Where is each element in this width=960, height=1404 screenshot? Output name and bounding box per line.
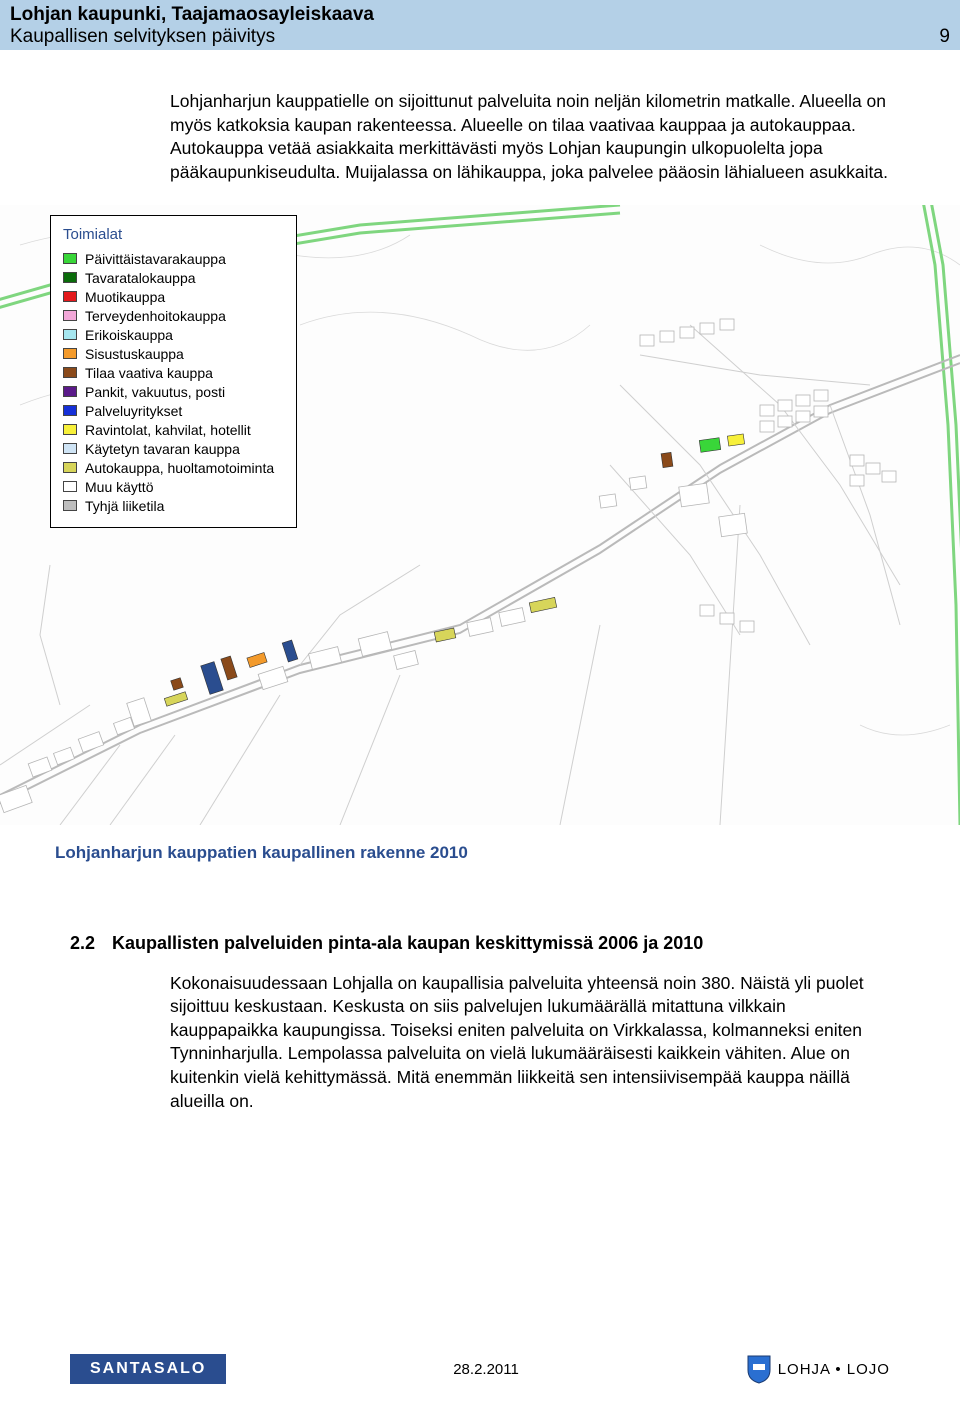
- legend-swatch: [63, 386, 77, 397]
- map-building: [164, 691, 187, 705]
- section-paragraph: Kokonaisuudessaan Lohjalla on kaupallisi…: [170, 972, 890, 1114]
- map-building: [699, 437, 720, 452]
- footer-date: 28.2.2011: [453, 1361, 519, 1378]
- legend-swatch: [63, 367, 77, 378]
- page-number: 9: [939, 26, 950, 48]
- legend-label: Tilaa vaativa kauppa: [85, 365, 213, 381]
- legend-swatch: [63, 500, 77, 511]
- shield-icon: [746, 1354, 772, 1384]
- legend-label: Muotikauppa: [85, 289, 165, 305]
- document-header: Lohjan kaupunki, Taajamaosayleiskaava Ka…: [0, 0, 960, 50]
- legend-swatch: [63, 424, 77, 435]
- legend-label: Muu käyttö: [85, 479, 153, 495]
- legend-item: Pankit, vakuutus, posti: [63, 384, 274, 400]
- legend-swatch: [63, 272, 77, 283]
- map-building: [221, 655, 237, 679]
- legend-label: Käytetyn tavaran kauppa: [85, 441, 240, 457]
- legend-item: Tavaratalokauppa: [63, 270, 274, 286]
- header-line1: Lohjan kaupunki, Taajamaosayleiskaava: [10, 4, 374, 26]
- header-titles: Lohjan kaupunki, Taajamaosayleiskaava Ka…: [10, 4, 374, 48]
- legend-label: Pankit, vakuutus, posti: [85, 384, 225, 400]
- map-building: [201, 661, 224, 694]
- legend-label: Autokauppa, huoltamotoiminta: [85, 460, 274, 476]
- section-number: 2.2: [70, 933, 112, 954]
- legend-item: Palveluyritykset: [63, 403, 274, 419]
- legend-swatch: [63, 348, 77, 359]
- legend-item: Sisustuskauppa: [63, 346, 274, 362]
- map-building: [282, 639, 298, 661]
- legend-item: Terveydenhoitokauppa: [63, 308, 274, 324]
- legend-label: Terveydenhoitokauppa: [85, 308, 226, 324]
- logo-lohja: LOHJA • LOJO: [746, 1354, 890, 1384]
- legend-swatch: [63, 329, 77, 340]
- legend-label: Päivittäistavarakauppa: [85, 251, 226, 267]
- intro-paragraph: Lohjanharjun kauppatielle on sijoittunut…: [170, 90, 890, 185]
- legend-item: Erikoiskauppa: [63, 327, 274, 343]
- legend-label: Tavaratalokauppa: [85, 270, 196, 286]
- legend-item: Tyhjä liiketila: [63, 498, 274, 514]
- legend-label: Erikoiskauppa: [85, 327, 173, 343]
- legend-swatch: [63, 310, 77, 321]
- legend-item: Autokauppa, huoltamotoiminta: [63, 460, 274, 476]
- legend-title: Toimialat: [63, 226, 274, 243]
- legend-swatch: [63, 291, 77, 302]
- legend-label: Tyhjä liiketila: [85, 498, 164, 514]
- logo-santasalo: SANTASALO: [70, 1354, 226, 1384]
- legend-swatch: [63, 462, 77, 473]
- section-heading: 2.2 Kaupallisten palveluiden pinta-ala k…: [70, 933, 890, 954]
- legend-item: Päivittäistavarakauppa: [63, 251, 274, 267]
- legend-item: Tilaa vaativa kauppa: [63, 365, 274, 381]
- legend-item: Muu käyttö: [63, 479, 274, 495]
- map-building: [247, 652, 267, 667]
- header-line2: Kaupallisen selvityksen päivitys: [10, 26, 374, 48]
- legend-label: Palveluyritykset: [85, 403, 182, 419]
- legend-swatch: [63, 481, 77, 492]
- map-figure: Toimialat Päivittäistavarakauppa Tavarata…: [0, 205, 960, 825]
- map-building: [529, 597, 557, 612]
- section-title: Kaupallisten palveluiden pinta-ala kaupa…: [112, 933, 703, 954]
- legend-box: Toimialat Päivittäistavarakauppa Tavarata…: [50, 215, 297, 528]
- map-caption: Lohjanharjun kauppatien kaupallinen rake…: [55, 843, 960, 863]
- legend-item: Käytetyn tavaran kauppa: [63, 441, 274, 457]
- map-building: [171, 677, 184, 690]
- logo-lohja-text: LOHJA • LOJO: [778, 1361, 890, 1378]
- page-footer: SANTASALO 28.2.2011 LOHJA • LOJO: [0, 1354, 960, 1384]
- map-building: [661, 452, 673, 467]
- legend-item: Ravintolat, kahvilat, hotellit: [63, 422, 274, 438]
- legend-swatch: [63, 253, 77, 264]
- legend-swatch: [63, 405, 77, 416]
- legend-label: Ravintolat, kahvilat, hotellit: [85, 422, 251, 438]
- map-building: [727, 433, 744, 445]
- legend-swatch: [63, 443, 77, 454]
- legend-item: Muotikauppa: [63, 289, 274, 305]
- legend-label: Sisustuskauppa: [85, 346, 184, 362]
